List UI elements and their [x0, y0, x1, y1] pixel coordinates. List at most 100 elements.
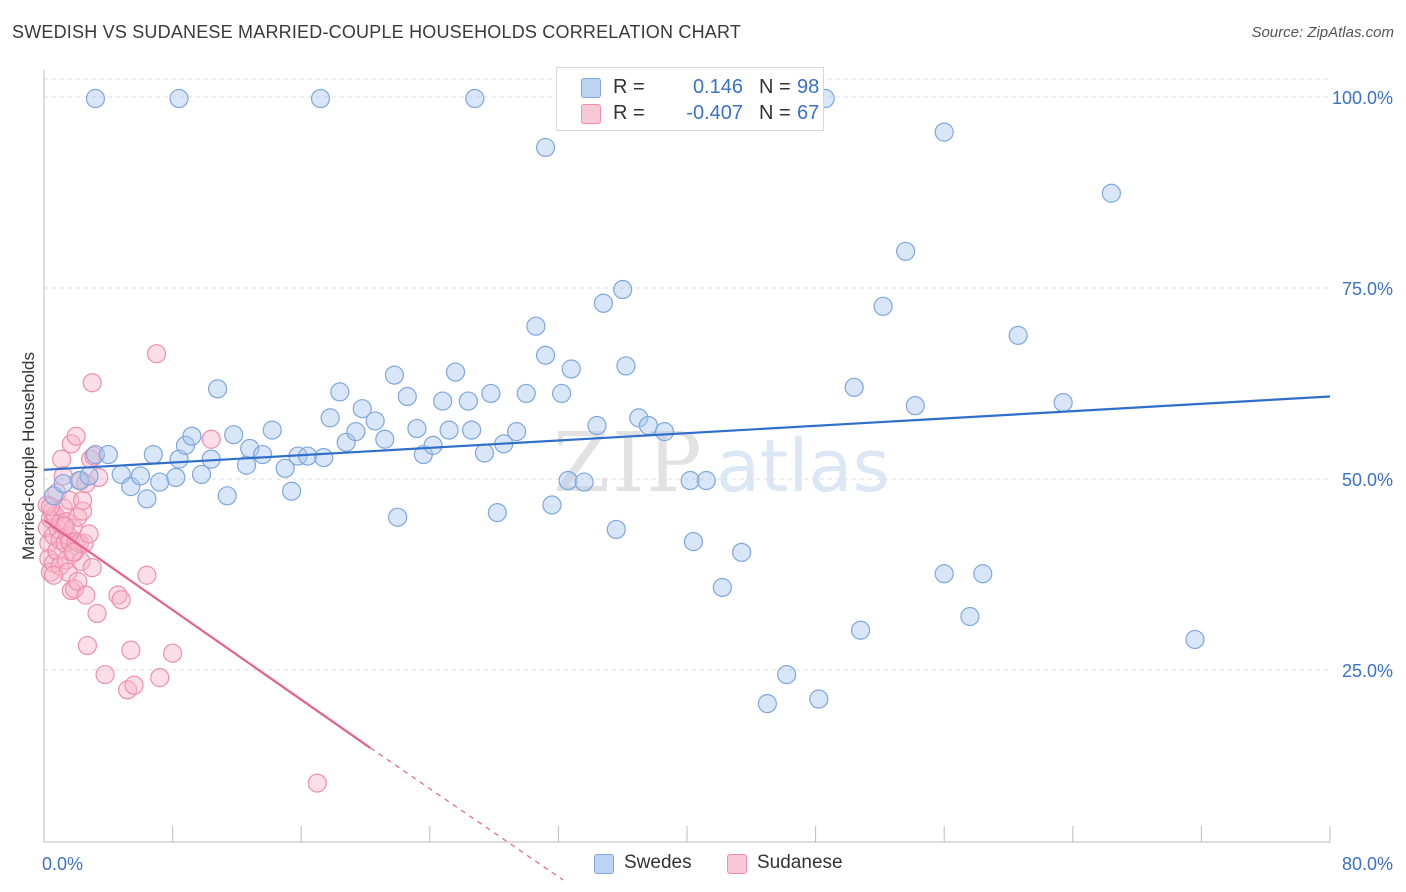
sudanese-point [72, 490, 93, 510]
swedes-point [481, 383, 501, 404]
swedes-point [1185, 629, 1205, 650]
swedes-point [433, 391, 453, 411]
swedes-point [1008, 325, 1028, 345]
sudanese-point [201, 429, 221, 449]
sudanese-point [87, 603, 107, 624]
swedes-point [535, 345, 556, 365]
r-label: R = [613, 102, 645, 124]
swedes-point [757, 694, 777, 714]
swedes-point [69, 470, 89, 491]
swedes-point [616, 356, 636, 376]
swedes-point [208, 379, 228, 399]
swedes-legend-swatch [594, 854, 614, 874]
swedes-point [487, 503, 507, 523]
swedes-point [638, 415, 659, 436]
swedes-point [310, 88, 331, 109]
chart-title: SWEDISH VS SUDANESE MARRIED-COUPLE HOUSE… [12, 22, 742, 42]
swedes-point [526, 316, 546, 336]
sudanese-point [77, 635, 98, 656]
swedes-point [960, 606, 980, 627]
swedes-point [1053, 393, 1073, 413]
n-label: N = [759, 76, 791, 98]
y-axis-label: Married-couple Households [19, 352, 38, 560]
swedes-point [98, 444, 118, 465]
sudanese-point [82, 558, 102, 578]
swedes-point [275, 458, 295, 478]
sudanese-point [63, 542, 83, 562]
swedes-point [465, 88, 485, 109]
swedes-point [934, 564, 954, 584]
swedes-point [130, 466, 151, 486]
r-label: R = [613, 76, 645, 98]
sudanese-point [82, 373, 102, 393]
swedes-point [542, 495, 562, 515]
y-tick-label: 75.0% [1342, 279, 1393, 299]
swedes-point [169, 88, 189, 109]
swedes-point [851, 620, 871, 640]
y-tick-label: 100.0% [1332, 88, 1393, 108]
swedes-point [423, 435, 443, 455]
swedes-point [407, 418, 427, 439]
swedes-point [844, 377, 864, 397]
swedes-point [896, 241, 916, 261]
swedes-point [388, 507, 408, 527]
swedes-point [593, 293, 614, 313]
swedes-points [44, 88, 1205, 714]
y-tick-label: 25.0% [1342, 661, 1393, 681]
swedes-point [461, 420, 482, 440]
sudanese-point [76, 585, 96, 605]
x-tick-label-min: 0.0% [42, 854, 83, 874]
swedes-point [262, 420, 282, 440]
sudanese-point [111, 590, 131, 610]
sudanese-point [124, 675, 144, 695]
sudanese-point [137, 565, 157, 585]
swedes-point [281, 481, 302, 501]
sudanese-trend-line [43, 519, 371, 749]
axes [43, 70, 1331, 843]
watermark-atlas: atlas [716, 424, 890, 508]
swedes-point [352, 399, 372, 419]
swedes-point [1101, 183, 1121, 203]
swedes-point [606, 519, 626, 540]
swedes-point [809, 689, 829, 709]
swedes-point [330, 382, 350, 402]
sudanese-point [56, 550, 77, 570]
sudanese-r-value: -0.407 [686, 102, 743, 124]
swedes-swatch [581, 78, 601, 98]
swedes-point [680, 470, 700, 491]
swedes-point [166, 467, 186, 488]
swedes-point [934, 122, 954, 142]
sudanese-point [121, 640, 141, 660]
sudanese-legend-label: Sudanese [757, 852, 843, 873]
sudanese-n-value: 67 [797, 102, 820, 124]
swedes-point [365, 411, 385, 431]
watermark: ZIP atlas [553, 416, 890, 511]
swedes-point [79, 466, 99, 486]
swedes-point [458, 391, 478, 411]
swedes-point [712, 577, 732, 598]
swedes-point [905, 396, 925, 416]
x-tick-label-max: 80.0% [1342, 854, 1393, 874]
swedes-point [552, 383, 572, 404]
swedes-point [561, 359, 581, 379]
sudanese-point [72, 501, 93, 521]
swedes-point [336, 432, 356, 452]
sudanese-point [79, 524, 99, 544]
sudanese-point [150, 668, 170, 688]
swedes-point [439, 420, 459, 440]
swedes-point [613, 279, 633, 300]
tick-labels: 25.0% 50.0% 75.0% 100.0% 0.0% 80.0% [42, 88, 1393, 874]
swedes-r-value: 0.146 [692, 76, 743, 98]
n-label: N = [759, 102, 791, 124]
swedes-point [143, 444, 163, 465]
sudanese-legend-swatch [727, 854, 747, 874]
swedes-point [654, 422, 675, 442]
sudanese-point [307, 773, 327, 793]
swedes-point [777, 664, 797, 685]
swedes-point [150, 472, 170, 492]
y-tick-label: 50.0% [1342, 470, 1393, 490]
sudanese-point [146, 344, 167, 364]
swedes-point [85, 88, 106, 109]
swedes-point [574, 472, 594, 492]
